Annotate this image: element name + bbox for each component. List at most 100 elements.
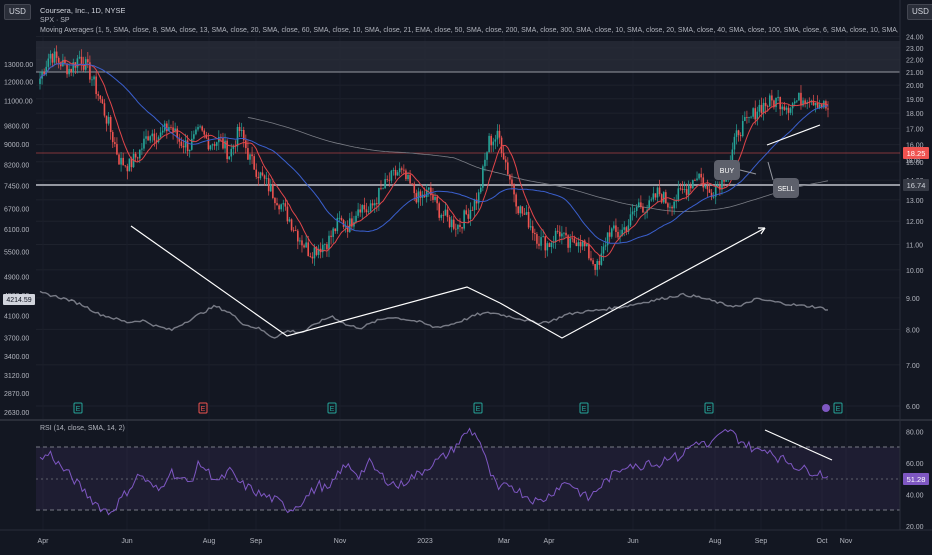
candle-body (496, 130, 499, 140)
candle-body (180, 141, 183, 146)
candle-body (166, 123, 168, 132)
candle-body (109, 116, 112, 133)
ma-legend[interactable]: Moving Averages (1, 5, SMA, close, 8, SM… (40, 27, 898, 34)
compare-legend[interactable]: SPX · SP (40, 17, 70, 24)
candle-body (428, 187, 430, 190)
compare-tick-label: 3700.00 (4, 336, 29, 343)
candle-body (594, 264, 596, 270)
rsi-axis[interactable]: 80.00 60.00 40.00 20.00 (906, 429, 924, 531)
candle-body (521, 206, 524, 214)
candle-body (556, 230, 559, 232)
candle-body (615, 225, 617, 232)
candle-body (122, 157, 124, 166)
candle-body (251, 154, 253, 157)
rsi-legend[interactable]: RSI (14, close, SMA, 14, 2) (40, 425, 125, 432)
candle-body (324, 244, 326, 245)
candle-body (789, 108, 792, 113)
trendlines[interactable] (130, 124, 833, 461)
candle-body (529, 226, 532, 228)
candle-body (504, 159, 507, 163)
candle-body (311, 256, 314, 259)
compare-tick-label: 6100.00 (4, 227, 29, 234)
buy-pointer (739, 169, 757, 175)
candle-body (827, 108, 829, 110)
candle-body (758, 104, 761, 112)
candle-body (228, 156, 231, 160)
price-axis[interactable]: 24.00 23.00 22.00 21.00 20.00 19.00 18.00 17.00… (906, 34, 924, 411)
arrow-head (758, 227, 766, 235)
candle-body (642, 206, 644, 213)
candle-body (430, 187, 432, 196)
candle-body (581, 240, 584, 247)
candle-body (371, 203, 374, 206)
candle-body (114, 142, 116, 144)
candle-body (677, 188, 680, 201)
currency-button-right[interactable]: USD (907, 4, 932, 20)
candle-body (592, 260, 594, 265)
candle-body (363, 205, 366, 210)
rsi-trendline[interactable] (764, 429, 833, 461)
sell-badge[interactable]: SELL (773, 178, 799, 198)
earnings-marker-box (73, 402, 83, 414)
candle-body (486, 152, 488, 160)
candle-body (696, 178, 698, 181)
candle-body (95, 76, 97, 95)
candle-body (823, 101, 825, 108)
candle-body (386, 179, 389, 180)
candle-body (57, 57, 60, 63)
candle-body (315, 247, 318, 255)
candle-body (617, 231, 619, 238)
candle-body (153, 133, 156, 141)
last-price-sub: 18.00 (905, 159, 921, 165)
price-tick-label: 15.00 (906, 160, 924, 167)
candle-body (455, 228, 457, 230)
candle-body (309, 256, 312, 257)
candle-body (205, 134, 208, 139)
candle-body (330, 235, 332, 237)
candle-body (511, 179, 513, 185)
candle-body (482, 166, 484, 188)
candle-body (247, 148, 249, 160)
candle-body (590, 258, 592, 261)
price-tick-label: 16.00 (906, 143, 924, 150)
time-tick-label: Aug (709, 538, 722, 545)
candle-body (355, 215, 357, 223)
candle-body (89, 62, 91, 80)
candle-body (467, 214, 470, 219)
candle-body (825, 101, 827, 109)
price-tick-label: 17.00 (906, 126, 924, 133)
candle-body (746, 117, 748, 118)
candle-body (662, 192, 665, 203)
candle-body (484, 159, 486, 167)
candle-body (704, 185, 707, 188)
symbol-title[interactable]: Coursera, Inc., 1D, NYSE (40, 6, 126, 15)
trendline-right[interactable] (499, 227, 766, 339)
candle-body (332, 228, 334, 237)
candle-body (660, 194, 663, 203)
candle-body (542, 236, 544, 238)
candle-body (382, 188, 384, 190)
candle-body (793, 101, 796, 104)
candle-body (766, 106, 769, 107)
price-tick-label: 11.00 (906, 242, 923, 249)
candle-body (710, 192, 713, 198)
candle-body (438, 203, 440, 218)
candle-body (714, 186, 717, 197)
candle-body (773, 100, 775, 108)
candle-body (51, 53, 54, 63)
candle-body (141, 148, 143, 150)
last-price-tag: 18.25 18.00 (903, 147, 929, 165)
buy-badge[interactable]: BUY (714, 160, 740, 180)
price-tick-label: 19.00 (906, 97, 924, 104)
rsi-tick-label: 20.00 (906, 524, 924, 531)
candle-body (434, 196, 436, 200)
time-axis[interactable]: Apr Jun Aug Sep Nov 2023 Mar Apr Jun Aug Sep Oct Nov (38, 538, 853, 545)
trendline-top[interactable] (766, 124, 821, 146)
candle-body (403, 169, 405, 171)
trendline-left[interactable] (130, 225, 501, 337)
candle-body (536, 234, 538, 244)
candle-body (488, 135, 490, 153)
currency-button-left[interactable]: USD (4, 4, 31, 20)
candle-body (669, 206, 671, 208)
